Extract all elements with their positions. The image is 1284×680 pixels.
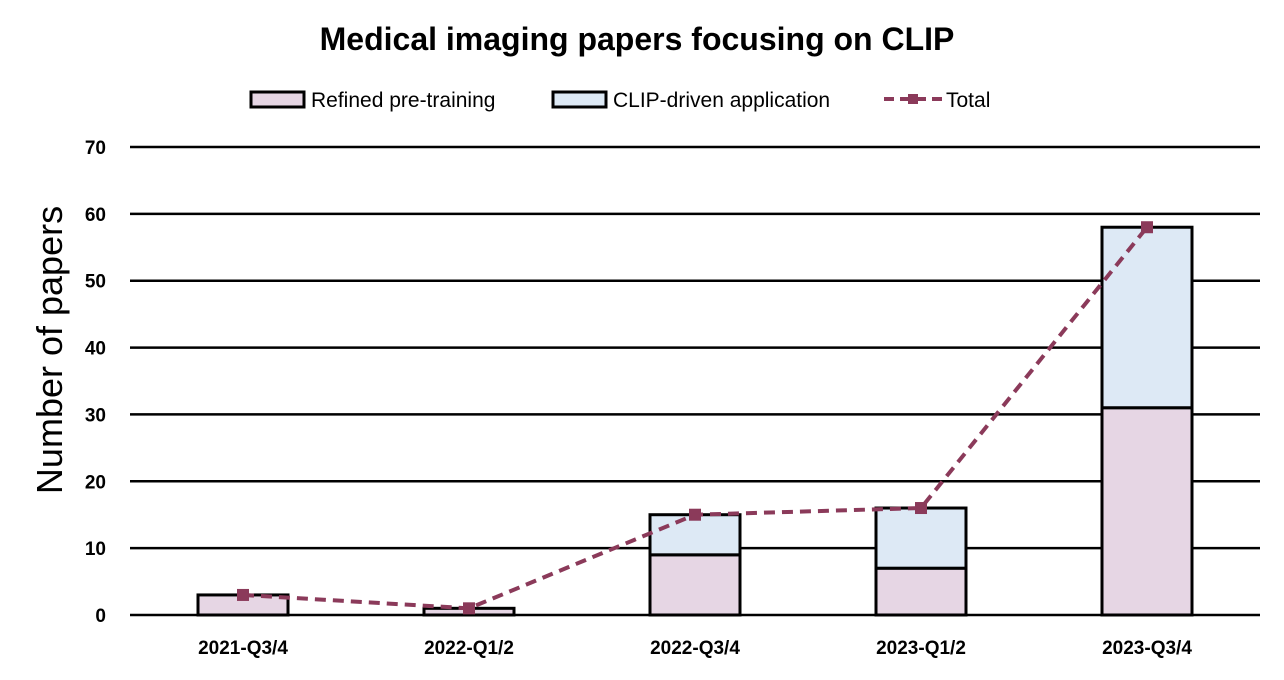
legend-label-clip-driven-application: CLIP-driven application — [613, 89, 830, 112]
bar-refined-pre-training-3 — [874, 566, 968, 617]
total-marker-0 — [237, 588, 249, 601]
x-tick-label-2: 2022-Q3/4 — [650, 638, 740, 659]
legend-swatch-refined-pre-training — [249, 90, 306, 109]
x-tick-label-0: 2021-Q3/4 — [198, 638, 288, 659]
x-tick-label-4: 2023-Q3/4 — [1102, 638, 1192, 659]
bar-refined-pre-training-2 — [648, 553, 742, 617]
total-marker-1 — [463, 602, 475, 615]
y-tick-label-30: 30 — [85, 405, 106, 426]
y-tick-label-40: 40 — [85, 339, 106, 360]
total-marker-4 — [1141, 221, 1153, 234]
bar-clip-driven-application-4 — [1100, 225, 1194, 410]
legend-marker-total — [908, 94, 918, 104]
y-tick-label-70: 70 — [85, 138, 106, 159]
y-axis-label: Number of papers — [29, 206, 70, 494]
legend: Refined pre-training CLIP-driven applica… — [249, 89, 990, 112]
legend-swatch-clip-driven-application — [551, 90, 608, 109]
y-tick-label-0: 0 — [95, 606, 106, 627]
x-tick-label-1: 2022-Q1/2 — [424, 638, 514, 659]
bar-clip-driven-application-3 — [874, 506, 968, 570]
y-tick-labels: 0 10 20 30 40 50 60 70 — [85, 138, 106, 627]
bars — [196, 225, 1194, 617]
x-tick-labels: 2021-Q3/4 2022-Q1/2 2022-Q3/4 2023-Q1/2 2023… — [198, 638, 1192, 659]
y-tick-label-10: 10 — [85, 539, 106, 560]
bar-clip-driven-application-2 — [648, 513, 742, 557]
total-marker-2 — [689, 508, 701, 521]
legend-label-total: Total — [946, 89, 990, 112]
y-tick-label-20: 20 — [85, 472, 106, 493]
x-tick-label-3: 2023-Q1/2 — [876, 638, 966, 659]
y-tick-label-60: 60 — [85, 205, 106, 226]
legend-label-refined-pre-training: Refined pre-training — [311, 89, 495, 112]
total-marker-3 — [915, 502, 927, 515]
total-line-layer — [237, 221, 1153, 615]
chart-title: Medical imaging papers focusing on CLIP — [320, 21, 955, 57]
bar-refined-pre-training-4 — [1100, 406, 1194, 617]
y-tick-label-50: 50 — [85, 272, 106, 293]
